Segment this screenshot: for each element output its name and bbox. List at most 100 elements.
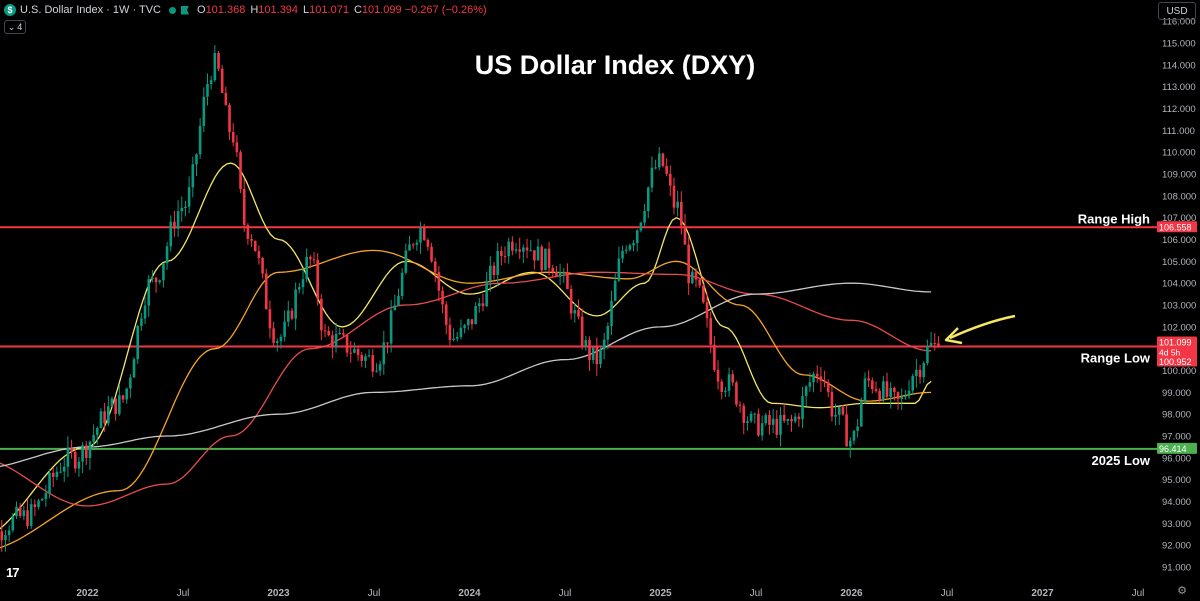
candle-body [536, 246, 540, 261]
candle-body [107, 406, 110, 424]
candle-body [132, 359, 136, 378]
candle-body [632, 243, 635, 246]
candle-body [826, 382, 830, 393]
indicators-collapse-button[interactable]: ⌄ 4 [4, 20, 26, 34]
candle-body [459, 327, 463, 338]
candle-body [929, 343, 933, 346]
y-tick-label: 92.000 [1162, 541, 1191, 552]
candle-body [264, 273, 268, 310]
candle-body [694, 271, 698, 280]
candle-body [555, 271, 558, 277]
candle-body [301, 279, 305, 288]
candle-body [639, 222, 643, 231]
horizontal-levels [0, 226, 1158, 450]
candle-body [382, 342, 386, 365]
x-tick-label: Jul [368, 588, 381, 599]
candle-body [444, 304, 448, 325]
candle-body [37, 500, 40, 507]
candle-body [489, 265, 492, 281]
candle-body [933, 343, 937, 345]
candle-body [217, 52, 220, 69]
candle-body [18, 506, 22, 517]
y-tick-label: 113.000 [1162, 82, 1196, 93]
candle-body [224, 92, 228, 106]
candle-body [176, 211, 180, 229]
candle-body [900, 397, 903, 400]
candle-body [154, 277, 158, 283]
candle-body [738, 404, 742, 406]
ohlc-close-value: 101.099 −0.267 (−0.26%) [361, 4, 487, 16]
candle-body [893, 387, 896, 393]
flag-icon[interactable] [181, 5, 189, 15]
candle-body [331, 335, 334, 348]
candle-body [691, 271, 694, 284]
candle-body [602, 339, 606, 350]
candle-body [312, 259, 316, 261]
candle-body [812, 373, 815, 383]
candle-body [268, 309, 272, 329]
candle-body [257, 251, 261, 259]
candle-body [345, 334, 349, 353]
candle-body [786, 419, 790, 421]
market-status-icon[interactable] [169, 6, 176, 14]
candle-body [44, 493, 48, 500]
candle-body [588, 340, 591, 360]
candle-body [628, 245, 632, 250]
candle-body [680, 201, 683, 226]
candle-body [657, 153, 661, 168]
candle-body [654, 167, 657, 169]
candle-body [878, 390, 881, 400]
candle-body [713, 344, 716, 370]
candle-body [143, 305, 147, 319]
symbol-title[interactable]: U.S. Dollar Index · 1W · TVC [20, 4, 161, 16]
candle-body [848, 440, 852, 447]
candle-body [356, 348, 360, 356]
candle-body [753, 413, 757, 415]
candle-body [544, 248, 547, 271]
candle-body [749, 413, 753, 422]
candle-body [70, 447, 73, 452]
candle-body [169, 221, 173, 247]
y-tick-label: 115.000 [1162, 38, 1196, 49]
candle-body [389, 310, 393, 344]
candle-body [184, 206, 187, 209]
candle-body [393, 305, 397, 311]
price-tag [1157, 221, 1197, 233]
candle-body [162, 263, 165, 281]
candle-body [51, 472, 55, 478]
candle-body [0, 531, 4, 541]
candle-body [720, 381, 724, 392]
candle-body [81, 445, 84, 462]
candle-body [724, 390, 727, 392]
ohlc-low-value: 101.071 [309, 4, 349, 16]
candle-body [764, 415, 768, 424]
level-label: Range Low [1081, 351, 1151, 366]
tradingview-logo[interactable]: 17 [6, 565, 20, 580]
candle-body [40, 499, 44, 501]
candle-body [650, 167, 654, 188]
candle-body [801, 396, 804, 420]
candle-body [279, 336, 283, 342]
candle-body [496, 250, 499, 275]
candle-body [904, 396, 907, 398]
candle-body [7, 530, 11, 536]
candle-body [110, 398, 114, 407]
arrow-icon [949, 314, 1016, 340]
candle-body [88, 441, 92, 458]
candle-body [309, 256, 312, 260]
currency-button[interactable]: USD [1158, 2, 1196, 20]
candle-body [206, 83, 209, 97]
candle-body [595, 347, 599, 365]
candle-body [522, 247, 525, 252]
y-tick-label: 93.000 [1162, 519, 1191, 530]
candle-body [610, 300, 613, 326]
annotation-arrow [944, 314, 1016, 345]
y-tick-label: 108.000 [1162, 191, 1196, 202]
candle-body [485, 280, 488, 307]
candle-body [327, 330, 330, 336]
candle-body [15, 506, 18, 517]
candle-body [551, 267, 555, 272]
gear-icon[interactable]: ⚙ [1177, 585, 1187, 597]
